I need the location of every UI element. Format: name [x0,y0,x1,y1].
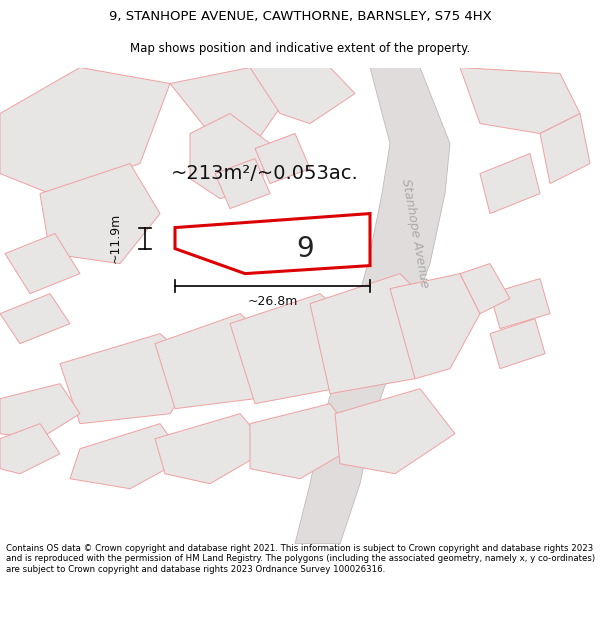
Polygon shape [460,68,580,134]
Polygon shape [295,68,450,544]
Polygon shape [480,154,540,214]
Polygon shape [175,214,370,274]
Text: ~213m²/~0.053ac.: ~213m²/~0.053ac. [171,164,359,183]
Polygon shape [310,274,445,394]
Text: Stanhope Avenue: Stanhope Avenue [399,178,431,289]
Text: Map shows position and indicative extent of the property.: Map shows position and indicative extent… [130,42,470,55]
Text: 9, STANHOPE AVENUE, CAWTHORNE, BARNSLEY, S75 4HX: 9, STANHOPE AVENUE, CAWTHORNE, BARNSLEY,… [109,11,491,23]
Text: ~11.9m: ~11.9m [109,213,121,263]
Polygon shape [0,294,70,344]
Polygon shape [0,424,60,474]
Polygon shape [190,114,270,199]
Polygon shape [250,404,360,479]
Text: ~26.8m: ~26.8m [247,295,298,308]
Polygon shape [0,68,170,194]
Polygon shape [490,319,545,369]
Polygon shape [335,389,455,474]
Polygon shape [390,274,480,379]
Polygon shape [60,334,200,424]
Polygon shape [155,314,280,409]
Polygon shape [40,164,160,264]
Polygon shape [170,68,290,144]
Polygon shape [155,414,270,484]
Polygon shape [70,424,185,489]
Polygon shape [490,279,550,329]
Text: 9: 9 [296,234,314,262]
Polygon shape [0,384,80,439]
Polygon shape [230,294,365,404]
Polygon shape [255,134,310,184]
Polygon shape [5,234,80,294]
Polygon shape [540,114,590,184]
Text: Contains OS data © Crown copyright and database right 2021. This information is : Contains OS data © Crown copyright and d… [6,544,595,574]
Polygon shape [460,264,510,314]
Polygon shape [215,159,270,209]
Polygon shape [250,68,355,124]
